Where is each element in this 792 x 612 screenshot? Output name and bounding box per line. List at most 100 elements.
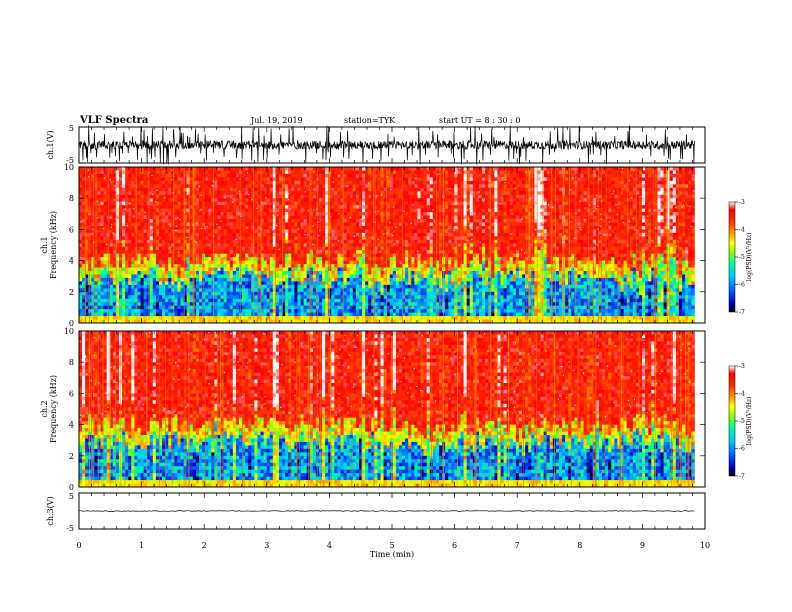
spectrogram-cell [125, 208, 129, 213]
spectrogram-cell [368, 277, 372, 282]
spectrogram-cell [275, 215, 280, 220]
spectrogram-cell [205, 243, 209, 248]
spectrogram-cell [395, 271, 400, 275]
spectrogram-cell [202, 288, 206, 293]
spectrogram-cell [377, 201, 381, 206]
spectrogram-cell [91, 274, 95, 279]
spectrogram-cell [266, 309, 271, 313]
spectrogram-cell [177, 243, 181, 248]
spectrogram-cell [275, 277, 280, 282]
spectrogram-cell [140, 205, 145, 209]
spectrogram-cell [238, 253, 243, 258]
spectrogram-cell [152, 260, 157, 265]
spectrogram-cell [392, 264, 397, 268]
spectrogram-cell [82, 302, 86, 307]
spectrogram-cell [155, 253, 160, 258]
spectrogram-cell [306, 167, 311, 171]
spectrogram-cell [294, 201, 298, 206]
spectrogram-cell [238, 236, 243, 241]
spectrogram-cell [288, 239, 292, 244]
spectrogram-cell [217, 257, 221, 261]
spectrogram-cell [334, 246, 338, 251]
spectrogram-cell [303, 312, 308, 317]
spectrogram-cell [112, 222, 117, 227]
spectrogram-cell [82, 187, 86, 192]
spectrogram-cell [195, 232, 200, 237]
spectrogram-cell [115, 229, 120, 234]
spectrogram-cell [374, 316, 378, 320]
spectrogram-cell [109, 281, 114, 286]
spectrogram-cell [294, 274, 298, 279]
date-label: Jul. 19, 2019 [250, 116, 303, 125]
spectrogram-cell [180, 191, 185, 196]
spectrogram-cell [88, 302, 92, 307]
spectrogram-cell [119, 277, 123, 282]
spectrogram-cell [365, 305, 369, 310]
spectrogram-cell [88, 277, 92, 282]
spectrogram-cell [143, 219, 148, 223]
spectrogram-cell [282, 316, 286, 320]
spectrogram-cell [383, 274, 388, 279]
spectrogram-cell [217, 239, 221, 244]
spectrogram-cell [365, 309, 369, 313]
spectrogram-cell [251, 264, 255, 268]
spectrogram-cell [349, 281, 354, 286]
spectrogram-cell [205, 267, 209, 272]
spectrogram-cell [389, 219, 394, 223]
spectrogram-cell [297, 260, 301, 265]
spectrogram-cell [208, 222, 212, 227]
spectrogram-cell [211, 232, 215, 237]
spectrogram-cell [383, 173, 388, 178]
spectrogram-cell [365, 225, 369, 230]
spectrogram-cell [119, 215, 123, 220]
spectrogram-cell [362, 271, 366, 275]
spectrogram-cell [340, 222, 345, 227]
spectrogram-cell [159, 236, 163, 241]
spectrogram-cell [217, 316, 221, 320]
spectrogram-cell [128, 288, 132, 293]
spectrogram-cell [408, 305, 412, 310]
spectrogram-cell [180, 260, 185, 265]
spectrogram-cell [395, 309, 400, 313]
spectrogram-cell [291, 264, 295, 268]
spectrogram-cell [257, 281, 261, 286]
spectrogram-cell [365, 236, 369, 241]
spectrogram-cell [294, 167, 298, 171]
spectrogram-cell [398, 243, 403, 248]
spectrogram-cell [183, 274, 188, 279]
spectrogram-cell [300, 271, 305, 275]
spectrogram-cell [402, 309, 406, 313]
spectrogram-cell [349, 298, 354, 303]
spectrogram-cell [269, 298, 274, 303]
spectrogram-cell [229, 173, 234, 178]
spectrogram-cell [358, 239, 363, 244]
spectrogram-cell [343, 201, 348, 206]
spectrogram-cell [398, 170, 403, 175]
spectrogram-cell [214, 184, 218, 189]
spectrogram-cell [131, 288, 135, 293]
spectrogram-cell [343, 305, 348, 310]
spectrogram-cell [318, 194, 323, 199]
spectrogram-cell [392, 291, 397, 296]
spectrogram-cell [294, 205, 298, 209]
spectrogram-cell [285, 312, 289, 317]
spectrogram-cell [88, 236, 92, 241]
spectrogram-cell [140, 212, 145, 216]
spectrogram-cell [337, 298, 341, 303]
spectrogram-cell [88, 208, 92, 213]
spectrogram-cell [383, 180, 388, 185]
spectrogram-cell [398, 191, 403, 196]
spectrogram-cell [278, 257, 283, 261]
spectrogram-cell [119, 167, 123, 171]
spectrogram-cell [355, 184, 360, 189]
ch1-waveform-trace [78, 125, 695, 165]
spectrogram-cell [131, 239, 135, 244]
spectrogram-cell [143, 215, 148, 220]
spectrogram-cell [131, 232, 135, 237]
spectrogram-cell [119, 305, 123, 310]
spectrogram-cell [383, 236, 388, 241]
spectrogram-cell [226, 184, 231, 189]
spectrogram-cell [82, 260, 86, 265]
spectrogram-cell [165, 257, 169, 261]
spectrogram-cell [362, 219, 366, 223]
